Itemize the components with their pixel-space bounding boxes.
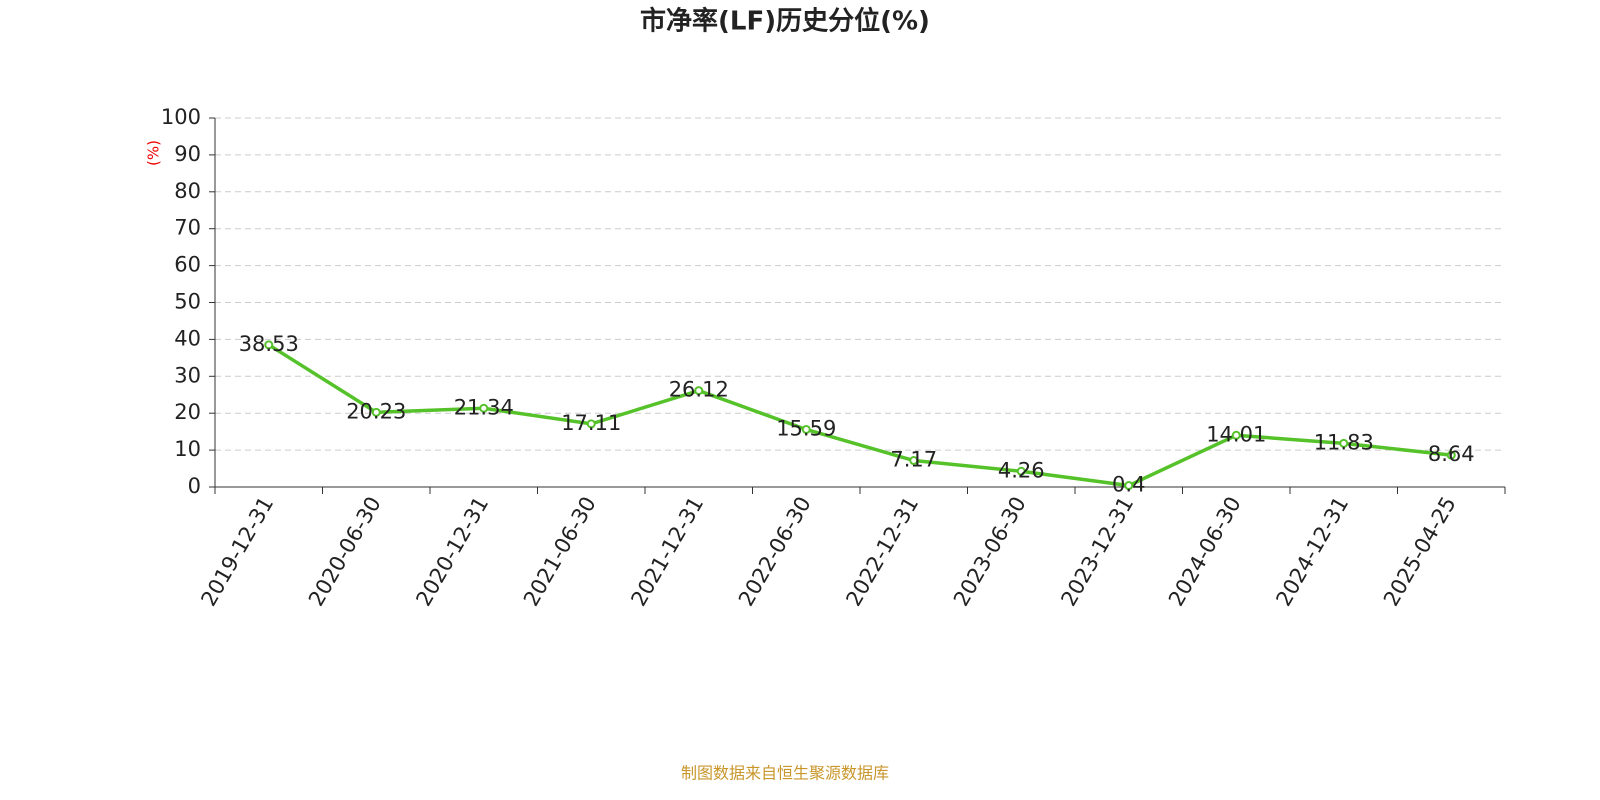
data-label: 15.59 [776, 416, 836, 440]
x-tick-label: 2023-12-31 [1056, 493, 1138, 611]
y-tick-label: 50 [174, 290, 201, 314]
y-tick-label: 60 [174, 253, 201, 277]
data-label: 14.01 [1206, 422, 1266, 446]
y-tick-label: 90 [174, 142, 201, 166]
data-label: 11.83 [1314, 430, 1374, 454]
x-tick-label: 2020-12-31 [411, 493, 493, 611]
x-tick-label: 2022-06-30 [734, 493, 816, 611]
series-line [267, 343, 1452, 488]
point-marker [1016, 466, 1026, 476]
point-marker [694, 386, 704, 396]
x-tick-label: 2021-06-30 [519, 493, 601, 611]
data-label: 8.64 [1428, 442, 1475, 466]
point-marker [1446, 450, 1456, 460]
data-label: 0.4 [1112, 473, 1145, 497]
chart-title: 市净率(LF)历史分位(%) [640, 6, 930, 37]
data-label: 20.23 [346, 399, 406, 423]
x-tick-label: 2024-12-31 [1271, 493, 1353, 611]
data-label: 21.34 [454, 395, 514, 419]
point-marker [801, 424, 811, 434]
y-tick-label: 70 [174, 216, 201, 240]
point-marker [1339, 438, 1349, 448]
data-label: 7.17 [890, 448, 937, 472]
x-tick-label: 2024-06-30 [1164, 493, 1246, 611]
point-marker [909, 456, 919, 466]
point-marker [479, 403, 489, 413]
point-marker [1124, 481, 1134, 491]
y-tick-label: 30 [174, 363, 201, 387]
point-marker [1231, 430, 1241, 440]
y-tick-label: 80 [174, 179, 201, 203]
y-axis-label: (%) [145, 140, 163, 166]
y-tick-label: 100 [161, 105, 201, 129]
x-tick-label: 2021-12-31 [626, 493, 708, 611]
x-tick-label: 2023-06-30 [949, 493, 1031, 611]
x-tick-label: 2025-04-25 [1379, 493, 1461, 611]
y-tick-label: 10 [174, 437, 201, 461]
point-marker [264, 340, 274, 350]
x-tick-label: 2022-12-31 [841, 493, 923, 611]
point-marker [371, 407, 381, 417]
data-label: 38.53 [239, 332, 299, 356]
x-tick-label: 2020-06-30 [304, 493, 386, 611]
y-tick-label: 40 [174, 326, 201, 350]
point-marker [586, 419, 596, 429]
data-label: 4.26 [998, 458, 1045, 482]
data-label: 17.11 [561, 411, 621, 435]
data-label: 26.12 [669, 378, 729, 402]
x-tick-label: 2019-12-31 [196, 493, 278, 611]
y-tick-label: 0 [188, 474, 201, 498]
source-note: 制图数据来自恒生聚源数据库 [681, 764, 889, 783]
y-tick-label: 20 [174, 400, 201, 424]
